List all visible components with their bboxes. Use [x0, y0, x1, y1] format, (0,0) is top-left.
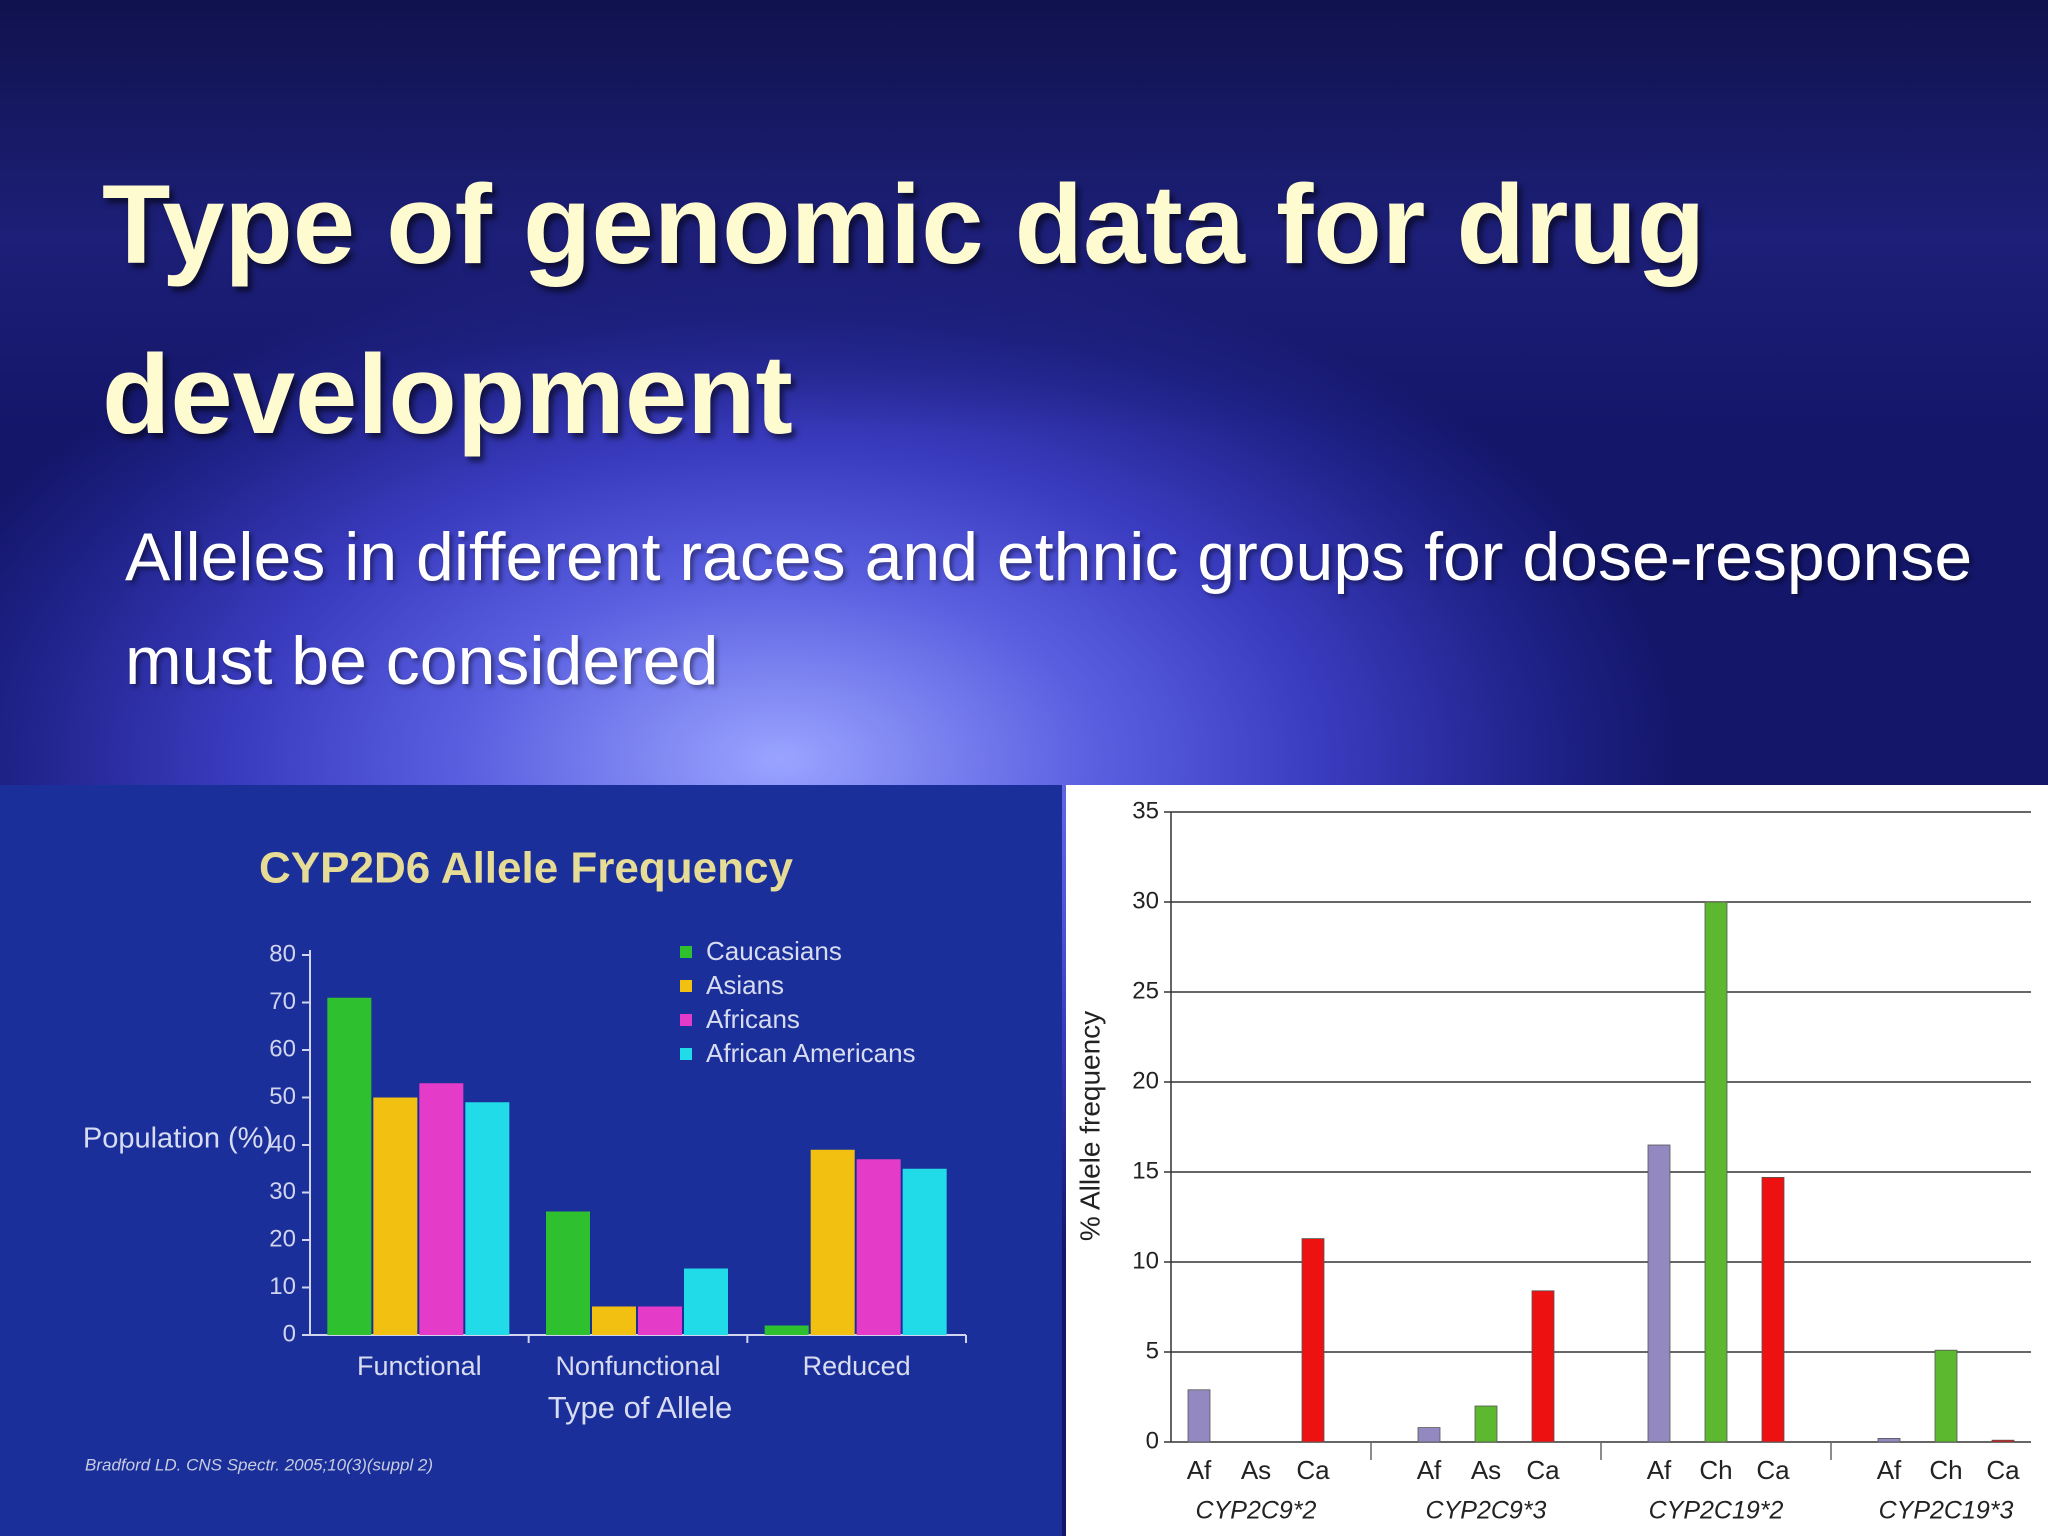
bar	[592, 1306, 636, 1335]
group-label: CYP2C19*3	[1879, 1497, 2014, 1525]
legend-label: Africans	[706, 1004, 800, 1034]
slide-subtitle: Alleles in different races and ethnic gr…	[125, 519, 1973, 699]
bar	[1934, 1349, 1958, 1443]
x-tick-label: Ch	[1699, 1455, 1732, 1485]
legend-swatch	[680, 980, 692, 992]
bar	[638, 1306, 682, 1335]
y-tick-label: 40	[269, 1130, 296, 1157]
legend-label: African Americans	[706, 1038, 916, 1068]
bar	[764, 1325, 809, 1335]
x-tick-label: Nonfunctional	[555, 1351, 720, 1381]
bar	[902, 1168, 947, 1335]
y-tick-label: 35	[1132, 797, 1159, 824]
bar	[419, 1083, 464, 1335]
x-tick-label: Functional	[357, 1351, 482, 1381]
bar	[1531, 1290, 1555, 1443]
x-tick-label: Ch	[1929, 1455, 1962, 1485]
y-tick-label: 80	[269, 940, 296, 967]
x-tick-label: Af	[1877, 1455, 1902, 1485]
bar	[1647, 1144, 1671, 1443]
chart-title: CYP2D6 Allele Frequency	[259, 844, 793, 893]
x-tick-label: Reduced	[803, 1351, 911, 1381]
bar	[373, 1097, 418, 1335]
bar	[684, 1268, 728, 1335]
y-tick-label: 70	[269, 988, 296, 1015]
y-tick-label: 30	[1132, 887, 1159, 914]
x-tick-label: As	[1241, 1455, 1271, 1485]
y-tick-label: 50	[269, 1083, 296, 1110]
x-tick-label: Ca	[1986, 1455, 2020, 1485]
source-note: Bradford LD. CNS Spectr. 2005;10(3)(supp…	[85, 1455, 433, 1474]
bar	[810, 1149, 855, 1335]
bar	[1991, 1439, 2015, 1443]
x-tick-label: Af	[1187, 1455, 1212, 1485]
y-tick-label: 20	[269, 1225, 296, 1252]
legend-label: Asians	[706, 970, 784, 1000]
x-tick-label: Ca	[1526, 1455, 1560, 1485]
x-axis-label: Type of Allele	[548, 1390, 732, 1425]
bar	[465, 1102, 510, 1335]
bar	[1187, 1389, 1211, 1443]
bar	[1417, 1427, 1441, 1443]
y-axis-label: Population (%)	[83, 1123, 273, 1155]
y-tick-label: 10	[1132, 1247, 1159, 1274]
left-panel	[0, 785, 1062, 1536]
header-shade	[0, 0, 2048, 430]
y-tick-label: 30	[269, 1178, 296, 1205]
y-tick-label: 20	[1132, 1067, 1159, 1094]
y-tick-label: 15	[1132, 1157, 1159, 1184]
right-panel	[1066, 785, 2048, 1536]
y-tick-label: 5	[1146, 1337, 1159, 1364]
group-label: CYP2C9*2	[1196, 1497, 1317, 1525]
y-tick-label: 0	[283, 1320, 296, 1347]
x-tick-label: Af	[1647, 1455, 1672, 1485]
legend-swatch	[680, 1048, 692, 1060]
legend-swatch	[680, 1014, 692, 1026]
bar	[856, 1159, 901, 1335]
group-label: CYP2C19*2	[1649, 1497, 1784, 1525]
bar	[1301, 1238, 1325, 1443]
y-tick-label: 0	[1146, 1427, 1159, 1454]
group-label: CYP2C9*3	[1426, 1497, 1547, 1525]
y-tick-label: 25	[1132, 977, 1159, 1004]
y-axis-label: % Allele frequency	[1074, 1011, 1105, 1241]
x-tick-label: Af	[1417, 1455, 1442, 1485]
bar	[1877, 1438, 1901, 1443]
x-tick-label: As	[1471, 1455, 1501, 1485]
bar	[327, 997, 372, 1335]
x-tick-label: Ca	[1756, 1455, 1790, 1485]
x-tick-label: Ca	[1296, 1455, 1330, 1485]
y-tick-label: 10	[269, 1273, 296, 1300]
bar	[1474, 1405, 1498, 1443]
legend-swatch	[680, 946, 692, 958]
bar	[546, 1211, 590, 1335]
bar	[1761, 1177, 1785, 1443]
slide-title: Type of genomic data for drug developmen…	[102, 162, 1706, 457]
y-tick-label: 60	[269, 1035, 296, 1062]
bar	[1704, 901, 1728, 1443]
legend-label: Caucasians	[706, 936, 842, 966]
